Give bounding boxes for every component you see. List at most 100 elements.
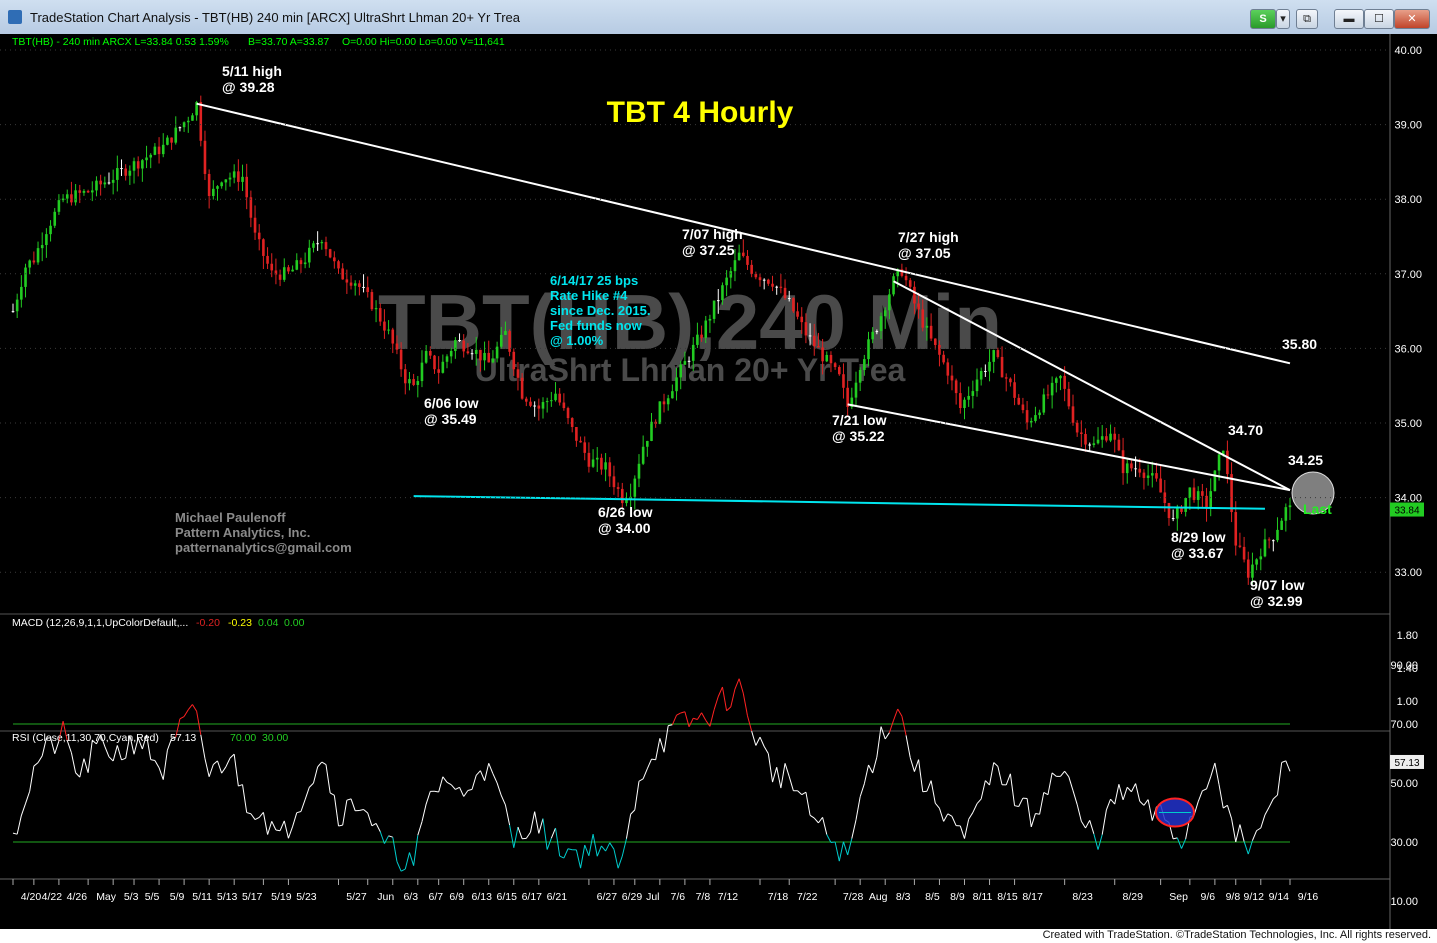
rsi-segment bbox=[838, 841, 844, 862]
rsi-segment bbox=[642, 768, 648, 779]
candle-body bbox=[1284, 507, 1288, 521]
candle-body bbox=[1113, 433, 1117, 440]
rsi-segment bbox=[425, 791, 431, 805]
candle-body bbox=[938, 344, 941, 355]
rsi-segment bbox=[12, 832, 18, 835]
candle-body bbox=[1038, 412, 1041, 416]
rsi-segment bbox=[1256, 827, 1262, 832]
candle-body bbox=[445, 356, 449, 362]
falling-trendline bbox=[893, 280, 1291, 492]
rsi-segment bbox=[196, 711, 202, 735]
candle-body bbox=[191, 115, 194, 121]
rsi-segment bbox=[129, 735, 135, 755]
rsi-segment bbox=[146, 734, 152, 760]
rsi-segment bbox=[484, 763, 490, 781]
chart-header-readout: O=0.00 Hi=0.00 Lo=0.00 V=11,641 bbox=[342, 36, 505, 48]
rsi-segment bbox=[1068, 776, 1074, 791]
candle-body bbox=[988, 361, 991, 372]
candle-body bbox=[1234, 512, 1238, 546]
rsi-segment bbox=[463, 790, 469, 797]
close-button[interactable]: ✕ bbox=[1394, 9, 1430, 29]
time-tick-label: 6/17 bbox=[522, 891, 543, 903]
candle-body bbox=[458, 340, 461, 342]
rsi-segment bbox=[1173, 837, 1178, 840]
rsi-segment bbox=[801, 791, 807, 796]
rsi-segment bbox=[1206, 776, 1212, 790]
minimize-button[interactable]: ▬ bbox=[1334, 9, 1364, 29]
rsi-segment bbox=[1226, 805, 1233, 819]
chevron-down-icon[interactable]: ▾ bbox=[1276, 9, 1290, 29]
rsi-segment bbox=[592, 834, 598, 857]
rsi-segment bbox=[41, 738, 47, 757]
candle-body bbox=[153, 146, 157, 155]
candle-body bbox=[691, 344, 695, 361]
rsi-segment bbox=[901, 715, 907, 736]
rsi-segment bbox=[363, 809, 369, 814]
time-tick-label: 6/21 bbox=[547, 891, 568, 903]
candle-body bbox=[637, 463, 641, 479]
candle-body bbox=[775, 286, 778, 288]
candle-body bbox=[57, 200, 61, 212]
rsi-segment bbox=[46, 737, 51, 739]
strategy-s-button[interactable]: S bbox=[1250, 9, 1276, 29]
price-tick-label: 36.00 bbox=[1394, 343, 1422, 355]
candle-body bbox=[771, 283, 774, 287]
upper-trendline bbox=[196, 102, 1291, 365]
candle-body bbox=[779, 286, 783, 288]
rsi-segment bbox=[1264, 806, 1270, 816]
candle-body bbox=[1121, 450, 1125, 474]
rsi-segment bbox=[408, 852, 415, 866]
candle-body bbox=[612, 476, 616, 488]
rsi-segment bbox=[984, 780, 990, 786]
maximize-button[interactable]: ☐ bbox=[1364, 9, 1394, 29]
candle-body bbox=[166, 137, 169, 145]
candle-body bbox=[683, 361, 687, 365]
candle-body bbox=[341, 268, 344, 280]
rsi-segment bbox=[580, 845, 586, 869]
candle-body bbox=[186, 120, 190, 123]
annotation-label: @ 33.67 bbox=[1171, 545, 1224, 561]
rsi-segment bbox=[375, 823, 381, 832]
candle-body bbox=[817, 346, 820, 348]
rsi-segment bbox=[1043, 791, 1049, 796]
annotation-label: Last bbox=[1303, 501, 1332, 517]
candle-body bbox=[545, 401, 549, 403]
candle-body bbox=[383, 321, 386, 331]
macd-tick-label: 1.40 bbox=[1397, 663, 1418, 675]
candle-body bbox=[237, 171, 240, 182]
candle-body bbox=[370, 292, 374, 310]
annotation-label: 35.80 bbox=[1282, 336, 1317, 352]
rsi-segment bbox=[455, 786, 460, 790]
rsi-segment bbox=[217, 760, 223, 774]
candle-body bbox=[99, 180, 102, 185]
chart-background bbox=[0, 34, 1437, 929]
rsi-segment bbox=[997, 766, 1003, 785]
restore-layout-button[interactable]: ⧉ bbox=[1296, 9, 1318, 29]
candle-body bbox=[796, 311, 799, 317]
time-tick-label: 8/11 bbox=[973, 891, 993, 903]
rsi-segment bbox=[884, 732, 890, 740]
time-tick-label: 5/27 bbox=[346, 891, 367, 903]
candle-body bbox=[858, 369, 862, 383]
candle-body bbox=[170, 137, 173, 143]
rsi-segment bbox=[671, 715, 677, 725]
rsi-segment bbox=[442, 776, 448, 783]
candle-body bbox=[833, 363, 837, 368]
candle-body bbox=[1259, 556, 1263, 560]
rsi-segment bbox=[37, 755, 43, 763]
annotation-label: 6/26 low bbox=[598, 504, 653, 520]
candle-body bbox=[896, 269, 900, 277]
rsi-segment bbox=[805, 792, 811, 816]
time-tick-label: 7/6 bbox=[671, 891, 686, 903]
rsi-segment bbox=[776, 767, 782, 789]
chart-area[interactable]: TBT(HB),240 Min UltraShrt Lhman 20+ Yr Tr… bbox=[0, 34, 1437, 929]
rsi-segment bbox=[868, 764, 874, 774]
time-tick-label: 7/18 bbox=[768, 891, 789, 903]
candle-body bbox=[287, 267, 290, 272]
rsi-segment bbox=[905, 735, 911, 758]
candle-body bbox=[1171, 518, 1175, 520]
annotation-label: 34.25 bbox=[1288, 452, 1323, 468]
rsi-segment bbox=[1126, 786, 1132, 793]
candle-body bbox=[1046, 394, 1050, 396]
rsi-segment bbox=[809, 814, 815, 819]
